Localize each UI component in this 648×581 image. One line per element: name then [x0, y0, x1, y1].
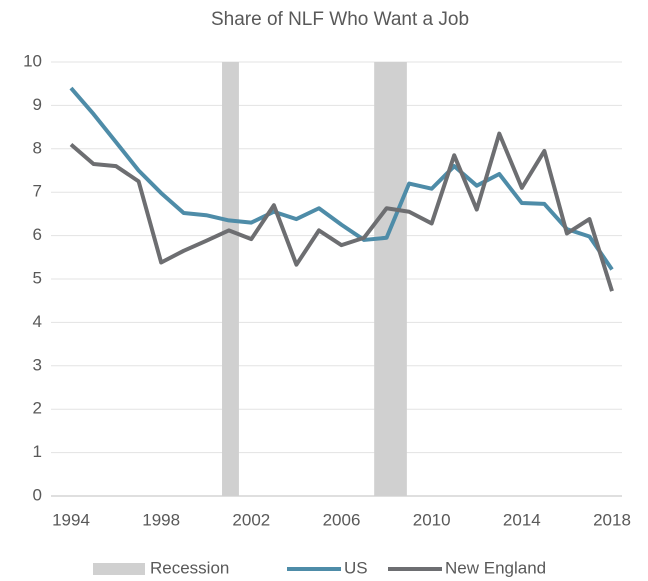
- y-tick-label: 5: [33, 268, 42, 287]
- y-tick-label: 0: [33, 485, 42, 504]
- series-line: [69, 86, 614, 271]
- y-tick-label: 7: [33, 182, 42, 201]
- y-tick-label: 6: [33, 225, 42, 244]
- x-tick-label: 2014: [503, 510, 541, 529]
- x-tick-label: 2018: [593, 510, 631, 529]
- legend-swatch: [93, 563, 145, 575]
- x-tick-label: 1998: [142, 510, 180, 529]
- x-tick-label: 1994: [52, 510, 90, 529]
- y-tick-label: 1: [33, 442, 42, 461]
- legend-label: US: [344, 558, 368, 577]
- y-tick-label: 3: [33, 355, 42, 374]
- x-tick-label: 2002: [232, 510, 270, 529]
- series-line: [69, 131, 614, 292]
- y-tick-label: 4: [33, 312, 42, 331]
- y-tick-label: 8: [33, 138, 42, 157]
- recession-band: [222, 62, 239, 496]
- legend-label: Recession: [150, 558, 229, 577]
- legend-label: New England: [445, 558, 546, 577]
- y-tick-label: 9: [33, 95, 42, 114]
- x-tick-label: 2010: [413, 510, 451, 529]
- x-tick-label: 2006: [323, 510, 361, 529]
- recession-band: [374, 62, 407, 496]
- chart-title: Share of NLF Who Want a Job: [211, 9, 469, 30]
- y-tick-label: 2: [33, 399, 42, 418]
- y-tick-label: 10: [23, 51, 42, 70]
